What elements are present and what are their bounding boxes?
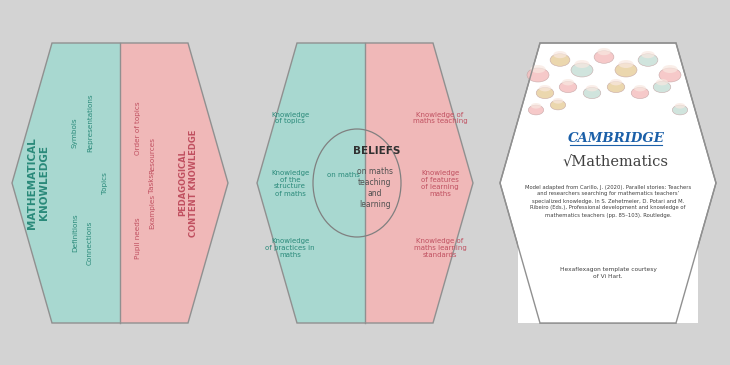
Ellipse shape — [672, 105, 688, 115]
Ellipse shape — [562, 79, 574, 85]
Ellipse shape — [659, 68, 681, 82]
Polygon shape — [500, 43, 716, 323]
Text: Topics: Topics — [102, 172, 108, 194]
Text: √Mathematics: √Mathematics — [563, 154, 669, 168]
Ellipse shape — [537, 87, 554, 99]
Ellipse shape — [594, 51, 614, 63]
Polygon shape — [12, 43, 120, 323]
Ellipse shape — [634, 85, 646, 91]
Text: Model adapted from Carillo, J. (2020). Parallel stories: Teachers
and researcher: Model adapted from Carillo, J. (2020). P… — [525, 184, 691, 218]
Text: Connections: Connections — [87, 221, 93, 265]
Ellipse shape — [656, 79, 668, 85]
Text: MATHEMATICAL
KNOWLEDGE: MATHEMATICAL KNOWLEDGE — [27, 137, 49, 229]
Text: Pupil needs: Pupil needs — [135, 217, 141, 259]
Ellipse shape — [539, 85, 551, 91]
Ellipse shape — [571, 63, 593, 77]
Text: Knowledge of
maths learning
standards: Knowledge of maths learning standards — [414, 238, 466, 258]
Ellipse shape — [641, 51, 655, 58]
Text: Knowledge
of features
of learning
maths: Knowledge of features of learning maths — [421, 169, 459, 196]
Text: Knowledge of
maths teaching: Knowledge of maths teaching — [412, 111, 467, 124]
Polygon shape — [120, 43, 228, 323]
FancyBboxPatch shape — [518, 183, 698, 323]
Text: Knowledge
of topics: Knowledge of topics — [271, 111, 309, 124]
Text: on maths: on maths — [326, 172, 359, 178]
Ellipse shape — [675, 103, 685, 109]
Ellipse shape — [553, 98, 564, 104]
Text: BELIEFS: BELIEFS — [353, 146, 401, 156]
Text: Knowledge
of practices in
maths: Knowledge of practices in maths — [265, 238, 315, 258]
Text: Hexaflexagon template courtesy
of Vi Hart.: Hexaflexagon template courtesy of Vi Har… — [560, 267, 656, 279]
Text: Symbols: Symbols — [72, 118, 78, 148]
Ellipse shape — [583, 87, 601, 99]
Polygon shape — [365, 43, 473, 323]
Text: on maths
teaching
and
learning: on maths teaching and learning — [357, 167, 393, 209]
Ellipse shape — [597, 48, 611, 55]
Ellipse shape — [631, 87, 649, 99]
Text: Resources: Resources — [149, 137, 155, 173]
Text: Knowledge
of the
structure
of maths: Knowledge of the structure of maths — [271, 169, 309, 196]
Ellipse shape — [607, 81, 625, 93]
Ellipse shape — [531, 103, 541, 109]
Ellipse shape — [529, 105, 544, 115]
Text: CAMBRIDGE: CAMBRIDGE — [567, 131, 664, 145]
Ellipse shape — [653, 81, 671, 93]
Ellipse shape — [575, 60, 590, 68]
Ellipse shape — [550, 100, 566, 110]
Polygon shape — [257, 43, 365, 323]
Ellipse shape — [559, 81, 577, 93]
Ellipse shape — [527, 68, 549, 82]
Ellipse shape — [531, 65, 545, 73]
Text: Tasks: Tasks — [149, 173, 155, 193]
Text: PEDAGOGICAL
CONTENT KNOWLEDGE: PEDAGOGICAL CONTENT KNOWLEDGE — [178, 129, 198, 237]
Ellipse shape — [663, 65, 677, 73]
Text: Representations: Representations — [87, 94, 93, 152]
Polygon shape — [540, 183, 676, 323]
Ellipse shape — [610, 79, 622, 85]
Text: Examples: Examples — [149, 193, 155, 228]
Ellipse shape — [638, 54, 658, 66]
Ellipse shape — [550, 54, 570, 66]
Ellipse shape — [618, 60, 634, 68]
Text: Definitions: Definitions — [72, 214, 78, 252]
Ellipse shape — [553, 51, 566, 58]
Text: Order of topics: Order of topics — [135, 101, 141, 155]
Ellipse shape — [615, 63, 637, 77]
Ellipse shape — [586, 85, 598, 91]
